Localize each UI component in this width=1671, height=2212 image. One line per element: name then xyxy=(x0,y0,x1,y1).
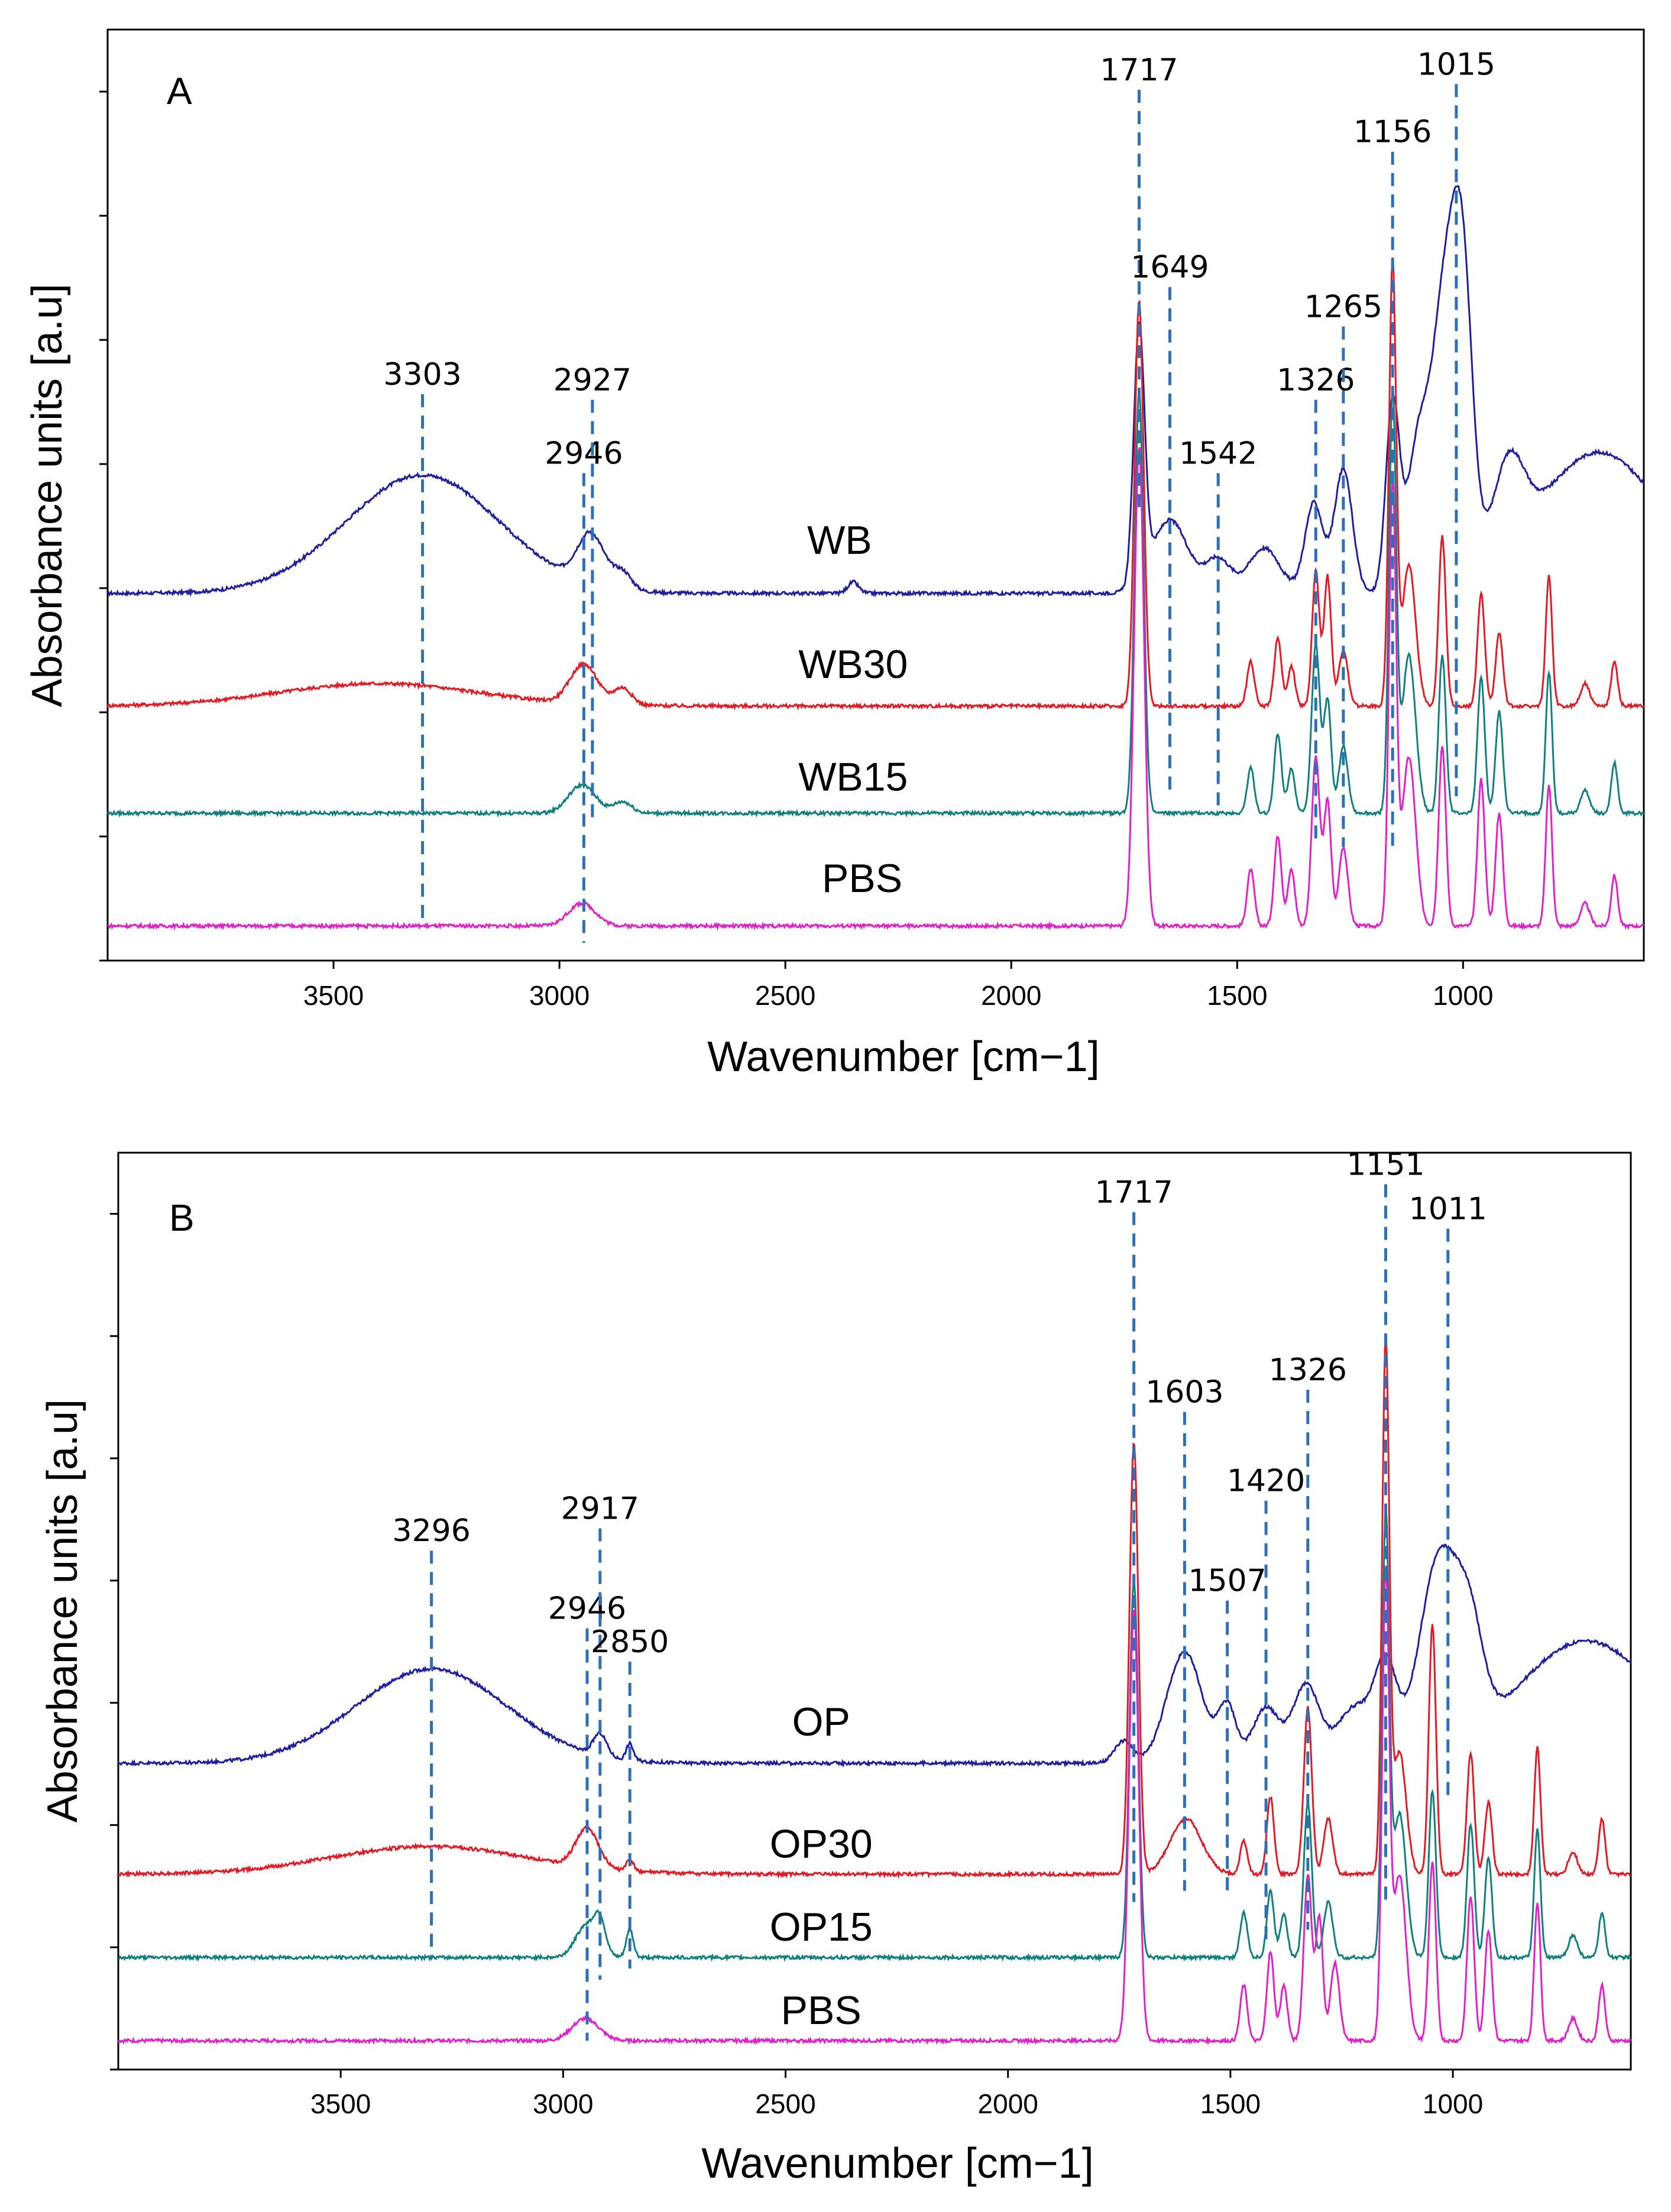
series-line-wb xyxy=(107,185,1644,598)
x-tick-label: 3000 xyxy=(533,2088,593,2119)
peak-label: 1649 xyxy=(1131,250,1209,286)
y-axis-label: Absorbance units [a.u] xyxy=(24,284,71,707)
y-ticks xyxy=(110,1212,118,2071)
series-label: WB30 xyxy=(798,642,908,687)
panel-b: B Absorbance units [a.u] Wavenumber [cm−… xyxy=(39,1147,1632,2187)
series-label: WB xyxy=(807,518,872,563)
series-line-wb30 xyxy=(106,257,1645,711)
peak-label: 1420 xyxy=(1227,1464,1305,1499)
panel-a: A Absorbance units [a.u] Wavenumber [cm−… xyxy=(24,28,1645,1081)
x-tick-label: 3500 xyxy=(303,980,364,1011)
peak-label: 1542 xyxy=(1179,436,1257,471)
series-label: OP15 xyxy=(770,1905,873,1950)
peak-label: 1015 xyxy=(1417,47,1495,82)
peak-label: 3296 xyxy=(392,1513,470,1549)
series-label: OP xyxy=(792,1699,850,1744)
x-tick-label: 3000 xyxy=(529,980,590,1011)
series-label: OP30 xyxy=(770,1821,873,1866)
plot-frame xyxy=(106,28,1645,962)
series-line-op15 xyxy=(118,1508,1632,1963)
peak-label: 1717 xyxy=(1094,1175,1173,1211)
peak-label: 1265 xyxy=(1304,289,1382,325)
peak-label: 1507 xyxy=(1188,1564,1266,1599)
peak-label: 2917 xyxy=(561,1491,639,1527)
series-labels: OP OP30 OP15 PBS xyxy=(770,1699,873,2033)
peak-markers: 3296 2946 2917 2850 1717 1603 1507 1420 1326 1151… xyxy=(392,1147,1487,2041)
peak-label: 1156 xyxy=(1353,115,1432,150)
peak-label: 1326 xyxy=(1269,1353,1347,1388)
x-tick-label: 2500 xyxy=(755,980,815,1011)
peak-label: 1603 xyxy=(1145,1375,1223,1410)
series-line-pbs xyxy=(117,1565,1632,2046)
peak-label: 1717 xyxy=(1100,53,1178,88)
y-ticks xyxy=(99,90,108,962)
plot-frame xyxy=(117,1152,1632,2071)
peak-label: 1011 xyxy=(1409,1192,1487,1227)
panel-letter: B xyxy=(169,1196,195,1239)
x-tick-label: 1000 xyxy=(1433,980,1493,1011)
series-line-pbs xyxy=(107,447,1644,931)
x-tick-label: 2000 xyxy=(981,980,1041,1011)
x-ticks: 3500 3000 2500 2000 1500 1000 xyxy=(303,961,1494,1011)
series-label: PBS xyxy=(781,1988,862,2033)
series-label: PBS xyxy=(822,856,902,901)
peak-label: 2946 xyxy=(545,436,623,471)
x-tick-label: 1500 xyxy=(1207,980,1267,1011)
x-axis-label: Wavenumber [cm−1] xyxy=(701,2140,1094,2187)
series-line-op xyxy=(117,1543,1632,1768)
x-tick-label: 1500 xyxy=(1200,2088,1261,2119)
peak-label: 2850 xyxy=(591,1624,669,1660)
x-tick-label: 1000 xyxy=(1423,2088,1483,2119)
x-ticks: 3500 3000 2500 2000 1500 1000 xyxy=(310,2070,1483,2119)
series-layer xyxy=(117,1335,1632,2046)
y-axis-label: Absorbance units [a.u] xyxy=(39,1399,86,1822)
series-labels: WB WB30 WB15 PBS xyxy=(798,518,908,901)
series-layer xyxy=(106,185,1645,931)
peak-label: 3303 xyxy=(383,357,461,393)
series-label: WB15 xyxy=(798,755,908,800)
series-line-wb15 xyxy=(106,386,1645,818)
peak-label: 2946 xyxy=(548,1591,626,1627)
x-axis-label: Wavenumber [cm−1] xyxy=(707,1033,1100,1081)
panel-letter: A xyxy=(167,70,192,112)
x-tick-label: 3500 xyxy=(310,2088,371,2119)
peak-label: 1151 xyxy=(1346,1147,1424,1183)
x-tick-label: 2500 xyxy=(755,2088,815,2119)
x-tick-label: 2000 xyxy=(978,2088,1038,2119)
series-line-op30 xyxy=(118,1335,1631,1879)
peak-label: 2927 xyxy=(553,362,632,398)
